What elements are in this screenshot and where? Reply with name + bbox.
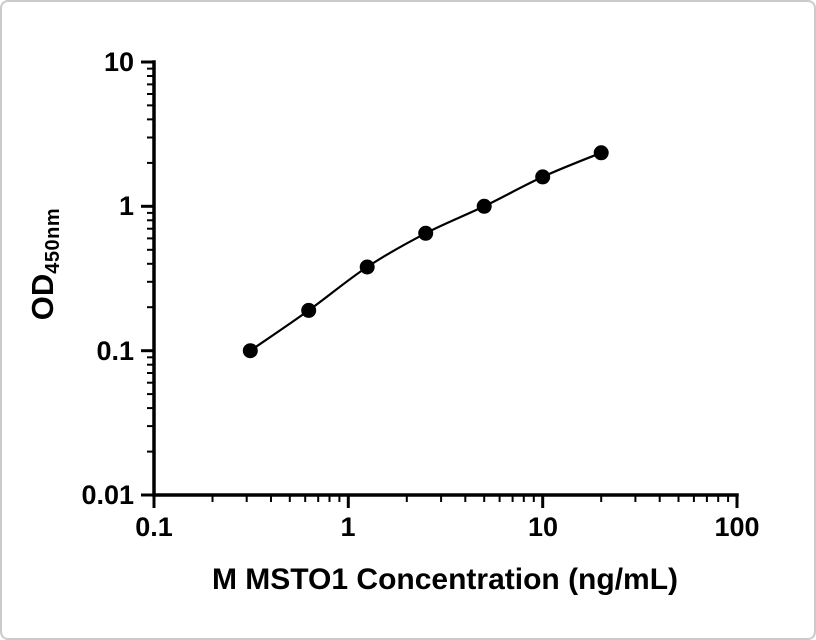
x-tick-label: 100 [714, 512, 760, 542]
x-tick-label: 1 [340, 512, 356, 542]
y-tick-label: 0.1 [96, 336, 134, 366]
x-axis-label: M MSTO1 Concentration (ng/mL) [211, 563, 679, 596]
x-tick-label: 10 [527, 512, 559, 542]
y-axis-label-subscript: 450nm [42, 207, 64, 274]
y-axis-label-main: OD [25, 273, 60, 321]
x-tick-label: 0.1 [135, 512, 173, 542]
y-axis-label: OD450nm [25, 144, 69, 384]
y-tick-label: 1 [118, 191, 134, 221]
y-tick-label: 0.01 [81, 480, 134, 510]
y-tick-label: 10 [103, 47, 134, 77]
